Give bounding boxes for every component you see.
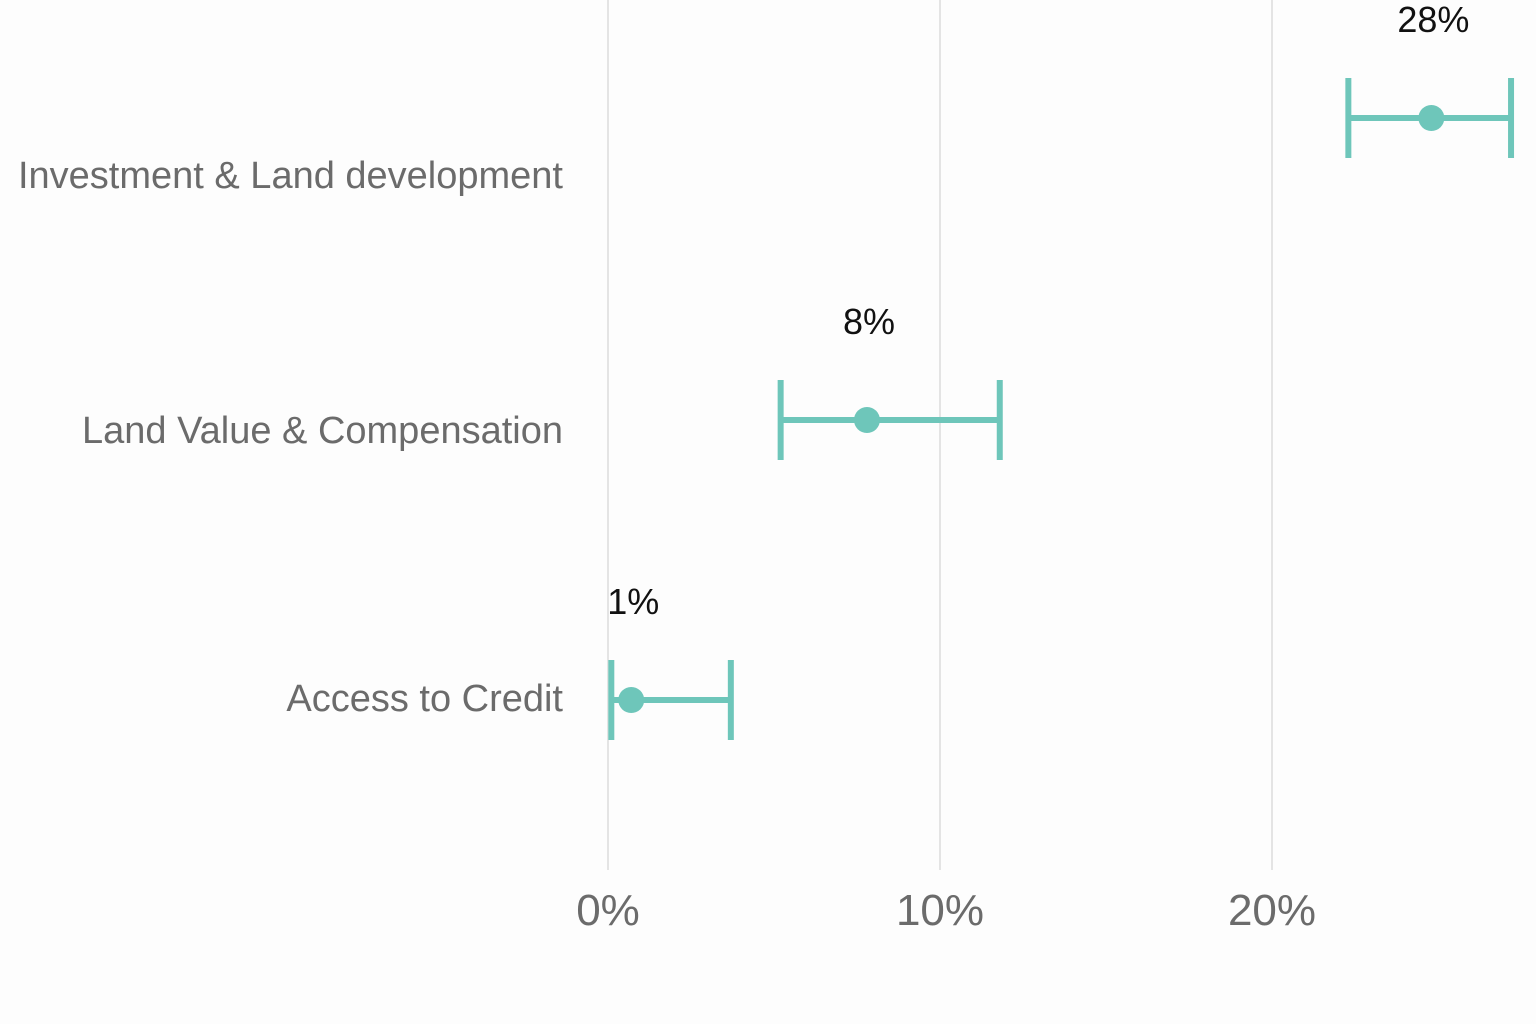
category-label: Investment & Land development (18, 155, 563, 197)
error-bar-group (608, 660, 734, 740)
x-tick-label: 0% (576, 886, 640, 935)
category-label: Access to Credit (286, 678, 563, 720)
gridlines (607, 0, 1273, 870)
category-label: Land Value & Compensation (82, 410, 563, 452)
x-tick-label: 20% (1228, 886, 1316, 935)
error-bar-group (1345, 78, 1515, 158)
category-labels: Investment & Land development Land Value … (18, 155, 563, 720)
x-axis-tick-labels: 0% 10% 20% (576, 886, 1316, 935)
data-label: 8% (843, 301, 895, 342)
data-label: 1% (607, 581, 659, 622)
data-point (1418, 105, 1445, 131)
data-point (853, 407, 880, 433)
data-point (618, 687, 645, 713)
data-marks: 28% 8% 1% (607, 0, 1515, 740)
x-tick-label: 10% (896, 886, 984, 935)
error-bar-group (777, 380, 1003, 460)
data-label: 28% (1397, 0, 1469, 40)
